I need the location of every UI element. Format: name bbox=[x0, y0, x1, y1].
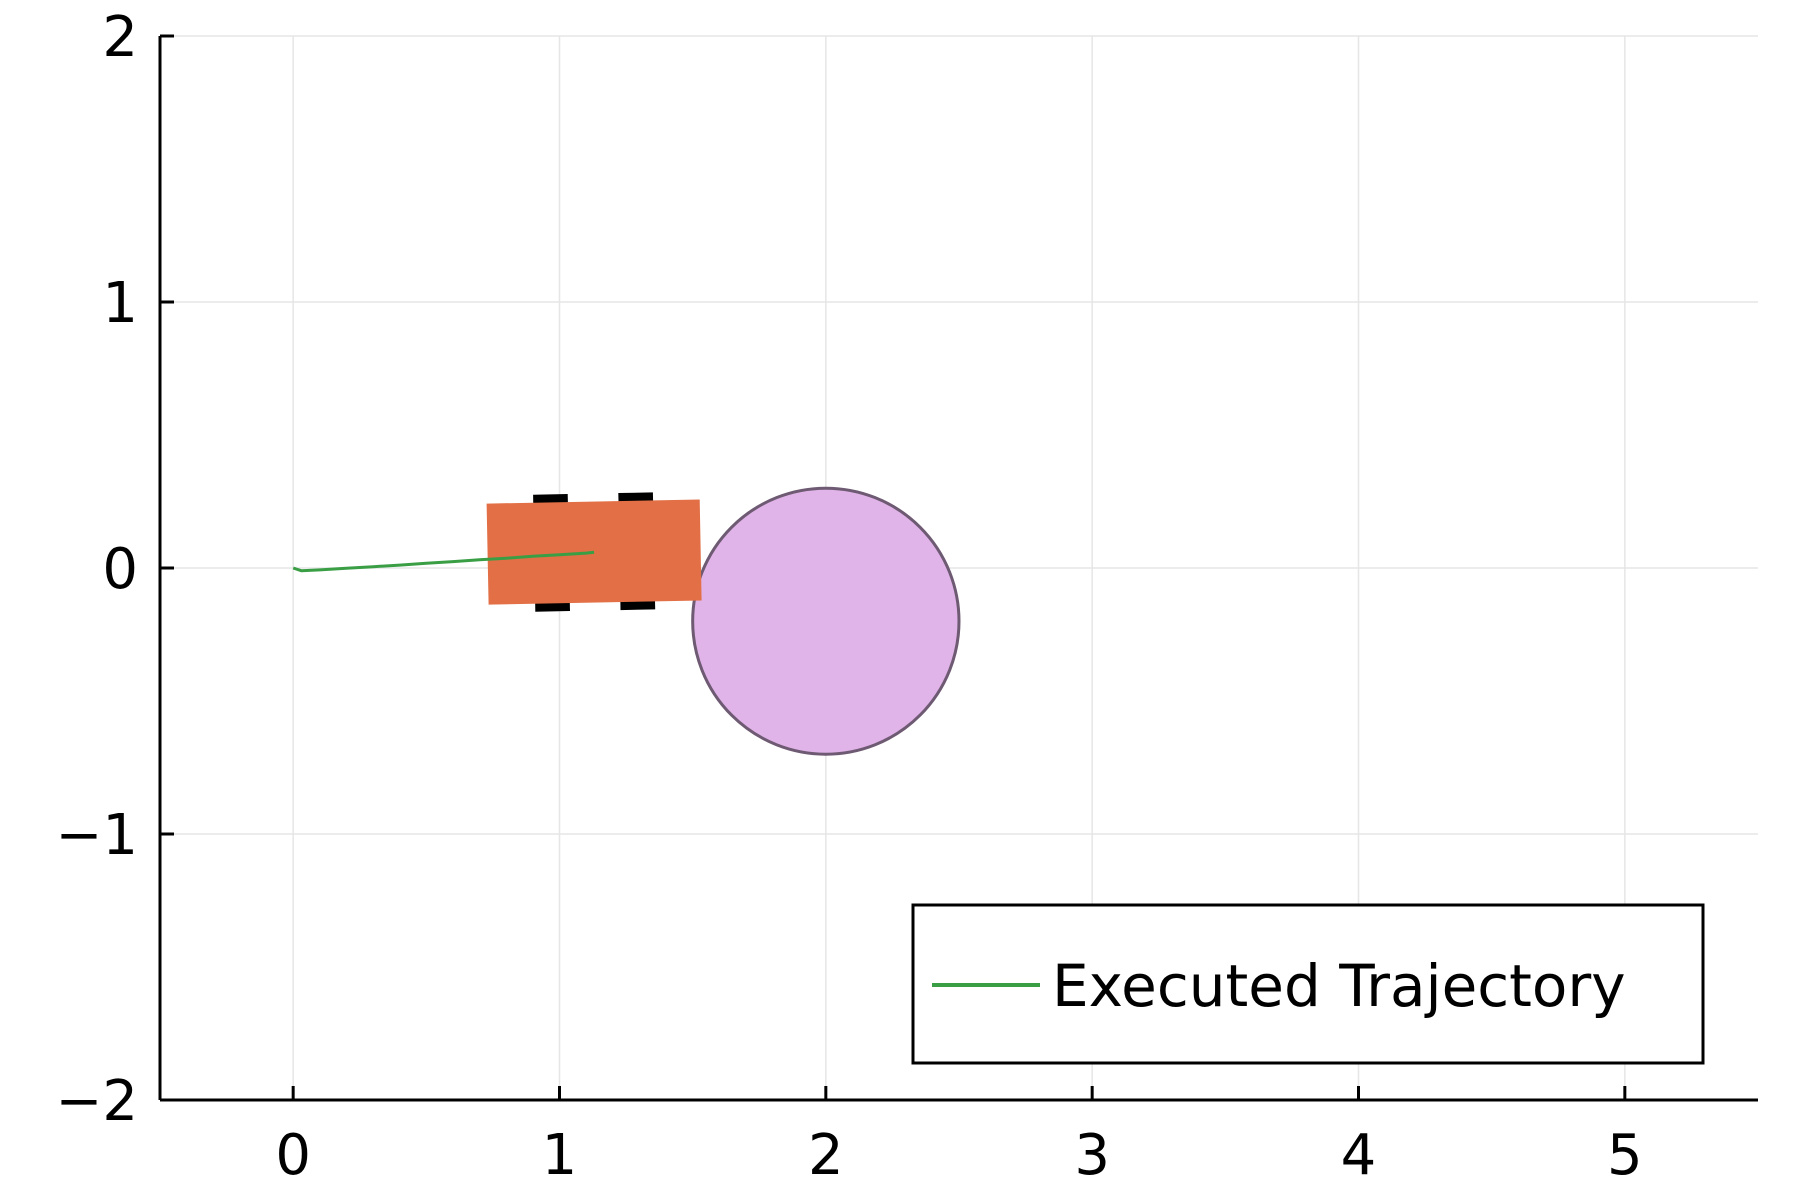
legend: Executed Trajectory bbox=[911, 903, 1705, 1065]
series-layer bbox=[292, 550, 595, 573]
legend-box bbox=[911, 903, 1705, 1065]
y-tick-label-0: 0 bbox=[102, 537, 138, 602]
x-tick-label-1: 1 bbox=[542, 1123, 578, 1188]
vehicle bbox=[486, 492, 702, 612]
x-tick-label-5: 5 bbox=[1607, 1123, 1643, 1188]
x-tick-label-3: 3 bbox=[1074, 1123, 1110, 1188]
y-tick-label--1: −1 bbox=[55, 803, 138, 868]
y-tick-label-2: 2 bbox=[102, 5, 138, 70]
legend-label-executed-trajectory: Executed Trajectory bbox=[1052, 952, 1626, 1020]
series-line-executed-trajectory bbox=[292, 550, 595, 573]
x-tick-label-2: 2 bbox=[808, 1123, 844, 1188]
obstacle bbox=[691, 486, 961, 756]
x-tick-label-4: 4 bbox=[1341, 1123, 1377, 1188]
obstacle-circle bbox=[691, 486, 961, 756]
y-tick-label--2: −2 bbox=[55, 1069, 138, 1134]
axes: 0 1 2 3 4 5 −2 −1 0 1 2 bbox=[55, 5, 1758, 1188]
vehicle-body bbox=[486, 499, 702, 605]
y-tick-label-1: 1 bbox=[102, 271, 138, 336]
x-tick-label-0: 0 bbox=[275, 1123, 311, 1188]
